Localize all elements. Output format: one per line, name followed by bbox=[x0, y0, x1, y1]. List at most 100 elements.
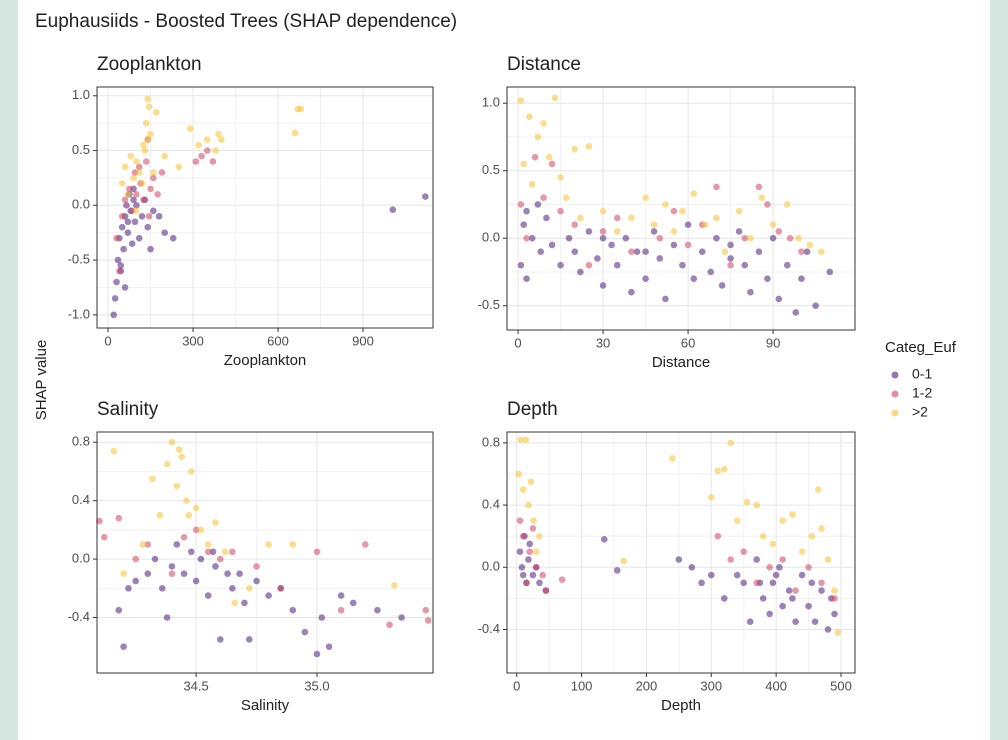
legend-swatch bbox=[891, 409, 899, 417]
point bbox=[814, 486, 822, 493]
y-tick-label: 0.5 bbox=[72, 142, 90, 157]
point bbox=[100, 533, 108, 541]
point bbox=[516, 517, 524, 524]
point bbox=[741, 234, 749, 242]
point bbox=[543, 214, 550, 222]
point bbox=[133, 202, 140, 209]
point bbox=[398, 614, 405, 621]
point bbox=[526, 113, 533, 120]
point bbox=[613, 567, 621, 574]
point bbox=[523, 207, 530, 215]
point bbox=[599, 207, 607, 215]
point bbox=[516, 548, 524, 556]
point bbox=[670, 228, 678, 235]
point bbox=[701, 221, 709, 228]
y-tick-label: -1.0 bbox=[68, 306, 90, 321]
point bbox=[144, 570, 152, 577]
panel-border bbox=[96, 86, 434, 329]
point bbox=[139, 541, 147, 548]
point bbox=[120, 643, 127, 651]
panel-title: Distance bbox=[507, 54, 581, 75]
point bbox=[144, 136, 152, 143]
point bbox=[792, 618, 799, 625]
point bbox=[557, 207, 564, 215]
point bbox=[130, 196, 137, 204]
point bbox=[539, 571, 546, 579]
point bbox=[714, 467, 722, 475]
point bbox=[707, 571, 715, 579]
point bbox=[204, 541, 212, 548]
point bbox=[669, 455, 676, 462]
point bbox=[175, 163, 183, 171]
point bbox=[130, 174, 137, 182]
point bbox=[523, 234, 530, 242]
point bbox=[831, 610, 838, 618]
x-tick-label: 0 bbox=[104, 333, 111, 348]
point bbox=[577, 214, 584, 222]
point bbox=[386, 621, 393, 629]
point bbox=[798, 248, 805, 255]
point bbox=[727, 556, 735, 563]
point bbox=[818, 579, 825, 587]
point bbox=[362, 541, 369, 548]
point bbox=[212, 147, 220, 154]
point bbox=[337, 592, 345, 599]
point bbox=[776, 563, 783, 571]
y-tick-label: 0.8 bbox=[482, 434, 500, 449]
panel-background bbox=[97, 432, 433, 673]
point bbox=[185, 511, 193, 519]
point bbox=[110, 447, 118, 455]
y-tick-label: 1.0 bbox=[72, 87, 90, 102]
point bbox=[662, 295, 669, 303]
legend-swatch bbox=[891, 371, 899, 379]
point bbox=[224, 570, 231, 577]
point bbox=[656, 255, 664, 262]
point bbox=[515, 470, 522, 478]
point bbox=[818, 587, 825, 594]
point bbox=[265, 592, 272, 599]
point bbox=[690, 275, 698, 283]
point bbox=[769, 221, 777, 228]
y-tick-label: 0.4 bbox=[482, 497, 500, 512]
legend-label: 1-2 bbox=[912, 385, 932, 401]
y-tick-label: -0.5 bbox=[478, 297, 500, 312]
point bbox=[527, 478, 535, 486]
point bbox=[168, 438, 176, 446]
point bbox=[772, 571, 780, 579]
point bbox=[720, 595, 728, 602]
panel-title: Depth bbox=[507, 399, 558, 420]
point bbox=[733, 517, 741, 524]
point bbox=[558, 576, 566, 584]
point bbox=[831, 595, 838, 602]
point bbox=[163, 614, 171, 621]
point bbox=[178, 453, 185, 461]
point bbox=[727, 255, 734, 262]
point bbox=[289, 606, 297, 614]
point bbox=[642, 194, 649, 201]
point bbox=[422, 606, 430, 614]
x-tick-label: 60 bbox=[681, 335, 695, 350]
point bbox=[779, 517, 786, 524]
point bbox=[175, 446, 183, 453]
point bbox=[187, 468, 195, 475]
point bbox=[707, 268, 715, 276]
point bbox=[173, 541, 181, 548]
x-tick-label: 34.5 bbox=[183, 678, 208, 693]
point bbox=[585, 261, 593, 269]
point bbox=[679, 261, 686, 269]
point bbox=[135, 163, 143, 171]
point bbox=[548, 241, 556, 249]
x-tick-label: 0 bbox=[513, 678, 520, 693]
y-tick-label: -0.4 bbox=[478, 621, 500, 636]
point bbox=[115, 606, 123, 614]
point bbox=[755, 248, 763, 255]
panel-title: Salinity bbox=[97, 399, 159, 420]
point bbox=[542, 587, 550, 594]
point bbox=[551, 94, 559, 102]
panel-background bbox=[507, 432, 855, 673]
x-tick-label: 900 bbox=[352, 333, 374, 348]
point bbox=[120, 570, 127, 577]
point bbox=[168, 570, 176, 577]
point bbox=[154, 191, 161, 198]
